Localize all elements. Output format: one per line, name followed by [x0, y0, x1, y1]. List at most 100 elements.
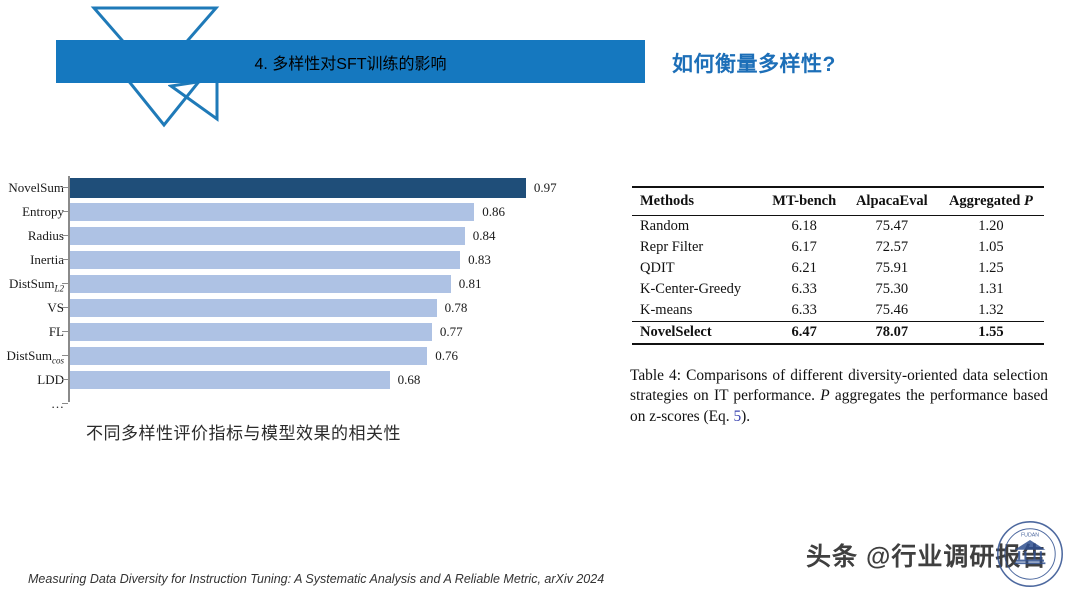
bar-row: Inertia 0.83 [0, 248, 612, 272]
table-caption-text-2: aggregates the performance based on z-sc… [630, 387, 1048, 425]
axis-tick [62, 211, 68, 212]
table-row: K-means 6.33 75.46 1.32 [632, 300, 1044, 322]
column-header-aggregated: Aggregated P [937, 186, 1044, 216]
bar-row: NovelSum 0.97 [0, 176, 612, 200]
bar-category-label: Radius [27, 228, 64, 243]
bar-category-label: Inertia [30, 252, 64, 267]
axis-tick [62, 283, 68, 284]
cell-aggregated: 1.25 [978, 260, 1004, 276]
bar-category-label: NovelSum [8, 180, 64, 195]
axis-tick [62, 259, 68, 260]
cell-mt-bench: 6.18 [762, 215, 846, 237]
equation-link[interactable]: 5 [733, 407, 742, 425]
cell-aggregated: 1.32 [978, 302, 1004, 318]
bar-value-label: 0.76 [435, 348, 458, 363]
bar-value-label: 0.83 [468, 252, 491, 267]
cell-aggregated: 1.20 [937, 215, 1044, 237]
table-row: K-Center-Greedy 6.33 75.30 1.31 [632, 279, 1044, 300]
table-row-highlight: NovelSelect 6.47 78.07 1.55 [632, 321, 1044, 345]
bar [70, 371, 390, 389]
watermark-text: 头条 @行业调研报告 [806, 543, 1048, 571]
section-subtitle: 如何衡量多样性? [672, 53, 836, 76]
bar-category-label: DistSumcos [6, 348, 64, 366]
table-header-row: Methods MT-bench AlpacaEval Aggregated P [632, 186, 1044, 216]
bar-row: LDD 0.68 [0, 368, 612, 392]
cell-method: K-Center-Greedy [640, 281, 742, 297]
cell-alpacaeval: 75.91 [875, 260, 909, 276]
bar [70, 299, 437, 317]
bar-category-label: DistSumL2 [8, 276, 64, 294]
page-title: 4. 多样性对SFT训练的影响 [254, 55, 447, 73]
cell-aggregated: 1.05 [978, 239, 1004, 255]
axis-tick [62, 307, 68, 308]
table-caption-text-1: Comparisons of different diversity-orien… [630, 367, 1048, 405]
bar-row: VS 0.78 [0, 296, 612, 320]
cell-alpacaeval: 78.07 [845, 321, 938, 345]
bar-row: DistSumcos 0.76 [0, 344, 612, 368]
bar-category-label: VS [47, 300, 64, 315]
bar-category-label: … [51, 396, 64, 411]
axis-tick [62, 355, 68, 356]
table-row: QDIT 6.21 75.91 1.25 [632, 258, 1044, 279]
fudan-university-seal-icon: FUDAN [997, 521, 1063, 587]
cell-aggregated: 1.31 [978, 281, 1004, 297]
column-header-methods: Methods [632, 186, 763, 216]
cell-mt-bench: 6.47 [762, 321, 846, 345]
bar-row: … [0, 392, 612, 416]
column-header-mt-bench: MT-bench [762, 186, 846, 216]
bar-row: Radius 0.84 [0, 224, 612, 248]
table-caption: Table 4: Comparisons of different divers… [630, 366, 1048, 427]
cell-mt-bench: 6.17 [791, 239, 817, 255]
axis-tick [62, 187, 68, 188]
bar-value-label: 0.68 [397, 372, 421, 387]
bar-category-label: FL [48, 324, 64, 339]
results-table-panel: Methods MT-bench AlpacaEval Aggregated P… [632, 186, 1044, 345]
column-header-alpacaeval: AlpacaEval [845, 186, 938, 216]
axis-tick [62, 403, 68, 404]
aggregated-label: Aggregated [948, 193, 1021, 209]
triangle-down-outline-icon [124, 77, 204, 128]
bar [70, 251, 461, 269]
cell-mt-bench: 6.33 [791, 281, 817, 297]
cell-method: Random [632, 215, 763, 237]
axis-tick [62, 379, 68, 380]
chart-caption: 不同多样性评价指标与模型效果的相关性 [86, 424, 401, 443]
cell-alpacaeval: 75.30 [875, 281, 909, 297]
svg-text:FUDAN: FUDAN [1021, 533, 1039, 539]
cell-method: NovelSelect [632, 321, 763, 345]
bar [70, 275, 451, 293]
bar-category-label: Entropy [22, 204, 64, 219]
section-title-bar: 4. 多样性对SFT训练的影响 [56, 40, 645, 83]
table-row: Random 6.18 75.47 1.20 [632, 215, 1044, 237]
bar-value-label: 0.81 [458, 276, 482, 291]
bar [70, 203, 475, 221]
cell-alpacaeval: 75.47 [845, 215, 938, 237]
chart-y-axis [68, 176, 70, 402]
cell-aggregated: 1.55 [937, 321, 1044, 345]
bar-row: Entropy 0.86 [0, 200, 612, 224]
table-row: Repr Filter 6.17 72.57 1.05 [632, 237, 1044, 258]
bar [70, 227, 465, 245]
bar-value-label: 0.86 [482, 204, 505, 219]
bar [70, 178, 526, 198]
axis-tick [62, 235, 68, 236]
slide-header: 4. 多样性对SFT训练的影响 如何衡量多样性? [0, 0, 1080, 130]
bar-value-label: 0.97 [533, 180, 557, 195]
cell-alpacaeval: 72.57 [875, 239, 909, 255]
bar [70, 323, 432, 341]
table-caption-symbol: P [820, 387, 830, 405]
bar-value-label: 0.84 [472, 228, 496, 243]
table-caption-label: Table 4: [630, 367, 682, 384]
bar-value-label: 0.78 [444, 300, 468, 315]
bar [70, 347, 428, 365]
bar-row: FL 0.77 [0, 320, 612, 344]
bar-value-label: 0.77 [439, 324, 463, 339]
bar-category-label: LDD [37, 372, 64, 387]
cell-alpacaeval: 75.46 [875, 302, 909, 318]
axis-tick [62, 331, 68, 332]
aggregated-symbol: P [1024, 193, 1033, 209]
cell-mt-bench: 6.21 [791, 260, 817, 276]
cell-method: K-means [640, 302, 693, 318]
table-caption-text-3: ). [741, 407, 751, 425]
diversity-metric-bar-chart: NovelSum 0.97 Entropy 0.86 Radius 0.84 Inertia… [0, 168, 612, 411]
